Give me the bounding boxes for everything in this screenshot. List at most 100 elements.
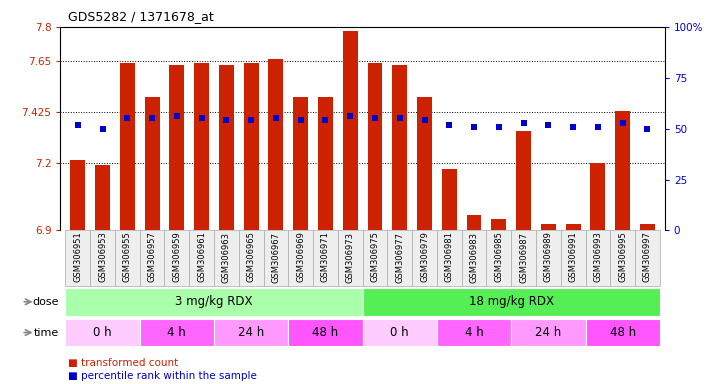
- Bar: [269, 58, 284, 230]
- Point: [394, 115, 405, 121]
- Bar: [293, 97, 308, 230]
- Bar: [65, 230, 90, 286]
- Bar: [90, 230, 115, 286]
- Point: [146, 115, 158, 121]
- Text: GSM306969: GSM306969: [296, 232, 305, 282]
- Bar: [511, 230, 536, 286]
- Bar: [313, 230, 338, 286]
- Point: [345, 113, 356, 119]
- Bar: [491, 219, 506, 230]
- Point: [220, 118, 232, 124]
- Bar: [189, 230, 214, 286]
- Text: GSM306959: GSM306959: [172, 232, 181, 282]
- Point: [171, 113, 183, 119]
- Bar: [139, 319, 214, 346]
- Bar: [417, 97, 432, 230]
- Bar: [338, 230, 363, 286]
- Bar: [486, 230, 511, 286]
- Text: GSM306981: GSM306981: [445, 232, 454, 282]
- Text: GSM306957: GSM306957: [148, 232, 156, 282]
- Point: [493, 124, 505, 130]
- Bar: [164, 230, 189, 286]
- Bar: [590, 162, 605, 230]
- Bar: [437, 230, 461, 286]
- Point: [469, 124, 480, 130]
- Bar: [536, 230, 561, 286]
- Point: [97, 126, 108, 132]
- Bar: [244, 63, 259, 230]
- Bar: [288, 230, 313, 286]
- Text: 48 h: 48 h: [312, 326, 338, 339]
- Bar: [635, 230, 660, 286]
- Text: GSM306993: GSM306993: [594, 232, 602, 282]
- Text: GSM306983: GSM306983: [469, 232, 479, 283]
- Text: ■ transformed count: ■ transformed count: [68, 358, 178, 368]
- Text: GSM306965: GSM306965: [247, 232, 256, 282]
- Bar: [392, 65, 407, 230]
- Bar: [343, 31, 358, 230]
- Point: [369, 115, 380, 121]
- Text: GSM306995: GSM306995: [618, 232, 627, 282]
- Text: GDS5282 / 1371678_at: GDS5282 / 1371678_at: [68, 10, 213, 23]
- Bar: [368, 63, 383, 230]
- Bar: [566, 223, 581, 230]
- Point: [270, 115, 282, 121]
- Point: [295, 118, 306, 124]
- Point: [196, 115, 208, 121]
- Text: GSM306963: GSM306963: [222, 232, 231, 283]
- Bar: [194, 63, 209, 230]
- Bar: [288, 319, 363, 346]
- Text: GSM306987: GSM306987: [519, 232, 528, 283]
- Point: [320, 118, 331, 124]
- Text: GSM306985: GSM306985: [494, 232, 503, 282]
- Text: 48 h: 48 h: [609, 326, 636, 339]
- Bar: [387, 230, 412, 286]
- Text: GSM306997: GSM306997: [643, 232, 652, 282]
- Text: 24 h: 24 h: [238, 326, 264, 339]
- Text: 4 h: 4 h: [465, 326, 483, 339]
- Bar: [239, 230, 264, 286]
- Point: [72, 121, 83, 127]
- Bar: [115, 230, 139, 286]
- Bar: [442, 169, 456, 230]
- Text: GSM306975: GSM306975: [370, 232, 380, 282]
- Bar: [615, 111, 630, 230]
- Bar: [214, 230, 239, 286]
- Bar: [139, 230, 164, 286]
- Bar: [169, 65, 184, 230]
- Point: [419, 118, 430, 124]
- Bar: [318, 97, 333, 230]
- Text: GSM306953: GSM306953: [98, 232, 107, 282]
- Text: GSM306977: GSM306977: [395, 232, 405, 283]
- Text: GSM306951: GSM306951: [73, 232, 82, 282]
- Bar: [412, 230, 437, 286]
- Bar: [65, 319, 139, 346]
- Point: [122, 115, 133, 121]
- Bar: [586, 230, 610, 286]
- Point: [617, 119, 629, 126]
- Point: [444, 121, 455, 127]
- Bar: [461, 230, 486, 286]
- Text: GSM306967: GSM306967: [272, 232, 280, 283]
- Text: 24 h: 24 h: [535, 326, 562, 339]
- Bar: [144, 97, 159, 230]
- Bar: [516, 131, 531, 230]
- Text: GSM306991: GSM306991: [569, 232, 577, 282]
- Bar: [541, 223, 556, 230]
- Bar: [214, 319, 288, 346]
- Point: [642, 126, 653, 132]
- Text: time: time: [33, 328, 59, 338]
- Text: GSM306955: GSM306955: [123, 232, 132, 282]
- Text: GSM306979: GSM306979: [420, 232, 429, 282]
- Text: 4 h: 4 h: [168, 326, 186, 339]
- Bar: [586, 319, 660, 346]
- Bar: [264, 230, 288, 286]
- Bar: [363, 319, 437, 346]
- Text: dose: dose: [33, 297, 59, 307]
- Text: 18 mg/kg RDX: 18 mg/kg RDX: [469, 295, 554, 308]
- Text: 3 mg/kg RDX: 3 mg/kg RDX: [175, 295, 252, 308]
- Text: GSM306973: GSM306973: [346, 232, 355, 283]
- Bar: [120, 63, 135, 230]
- Bar: [363, 230, 387, 286]
- Text: GSM306961: GSM306961: [197, 232, 206, 282]
